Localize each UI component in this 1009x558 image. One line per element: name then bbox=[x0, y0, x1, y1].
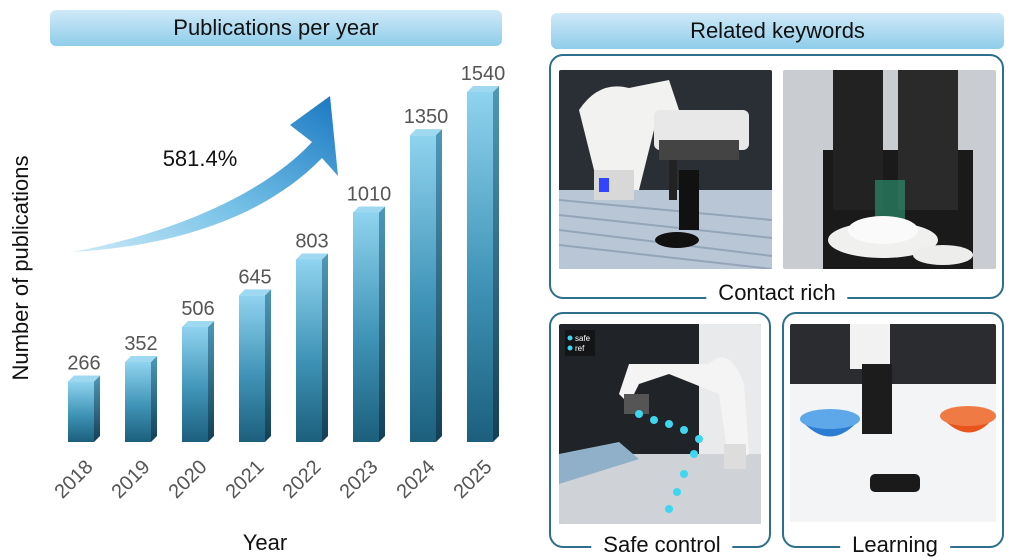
x-tick-2018: 2018 bbox=[51, 456, 98, 503]
x-tick-2020: 2020 bbox=[165, 456, 212, 503]
robot-gripper-photo bbox=[559, 70, 772, 269]
keywords-title: Related keywords bbox=[690, 18, 865, 43]
learning-photo bbox=[790, 324, 996, 522]
x-tick-2023: 2023 bbox=[336, 456, 383, 503]
value-label-2021: 645 bbox=[238, 266, 271, 288]
bar-2018 bbox=[68, 375, 100, 442]
publications-bar-chart: 581.4% 266 2018 352 2019 506 2020 645 2021 803 20… bbox=[8, 63, 506, 555]
value-label-2018: 266 bbox=[67, 353, 100, 375]
value-label-2023: 1010 bbox=[347, 183, 392, 205]
x-tick-2025: 2025 bbox=[450, 456, 497, 503]
learning-label: Learning bbox=[840, 532, 950, 558]
x-axis-label: Year bbox=[243, 530, 287, 555]
publications-title: Publications per year bbox=[173, 15, 379, 40]
contact-rich-label: Contact rich bbox=[706, 280, 848, 306]
gear-insertion-photo bbox=[783, 70, 996, 269]
x-tick-2019: 2019 bbox=[108, 456, 155, 503]
safe-legend-label: safe bbox=[575, 334, 591, 343]
y-axis-label: Number of publications bbox=[8, 155, 33, 380]
x-tick-2021: 2021 bbox=[222, 456, 269, 503]
safe-control-photo: safe ref bbox=[559, 324, 761, 524]
value-label-2024: 1350 bbox=[404, 106, 449, 128]
keywords-banner: Related keywords bbox=[551, 13, 1004, 49]
bar-2024 bbox=[410, 129, 442, 442]
growth-arrow bbox=[72, 96, 338, 252]
bar-2021 bbox=[239, 289, 271, 442]
growth-annotation: 581.4% bbox=[163, 146, 238, 171]
ref-legend-label: ref bbox=[575, 344, 585, 353]
bar-2023 bbox=[353, 206, 385, 442]
value-label-2019: 352 bbox=[124, 333, 157, 355]
bar-2025 bbox=[467, 86, 499, 442]
learning-panel: Learning bbox=[782, 312, 1004, 558]
safe-control-panel: safe ref Safe control bbox=[549, 312, 771, 558]
bar-2019 bbox=[125, 356, 157, 442]
x-tick-2024: 2024 bbox=[393, 456, 440, 503]
safe-control-label: Safe control bbox=[591, 532, 733, 558]
bar-2022 bbox=[296, 253, 328, 442]
value-label-2022: 803 bbox=[295, 231, 328, 253]
x-tick-2022: 2022 bbox=[279, 456, 326, 503]
value-label-2020: 506 bbox=[181, 298, 214, 320]
value-label-2025: 1540 bbox=[461, 63, 506, 85]
contact-rich-panel: Contact rich bbox=[549, 54, 1004, 306]
bar-2020 bbox=[182, 321, 214, 442]
publications-banner: Publications per year bbox=[50, 10, 502, 46]
